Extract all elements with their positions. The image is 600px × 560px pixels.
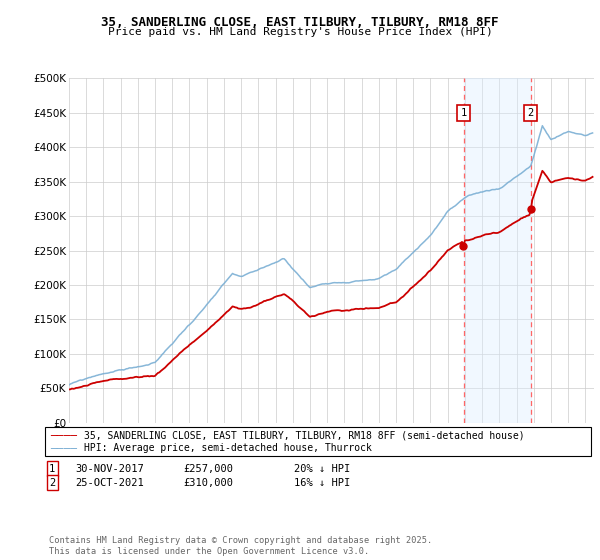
Text: £310,000: £310,000 bbox=[183, 478, 233, 488]
Text: 20% ↓ HPI: 20% ↓ HPI bbox=[294, 464, 350, 474]
Text: 1: 1 bbox=[460, 108, 467, 118]
Bar bbox=[464, 78, 530, 423]
Text: 2: 2 bbox=[527, 108, 534, 118]
Text: HPI: Average price, semi-detached house, Thurrock: HPI: Average price, semi-detached house,… bbox=[84, 444, 372, 453]
Text: Contains HM Land Registry data © Crown copyright and database right 2025.
This d: Contains HM Land Registry data © Crown c… bbox=[49, 536, 433, 556]
Text: 1: 1 bbox=[49, 464, 55, 474]
Text: 2: 2 bbox=[49, 478, 55, 488]
Text: Price paid vs. HM Land Registry's House Price Index (HPI): Price paid vs. HM Land Registry's House … bbox=[107, 27, 493, 37]
Text: ────: ──── bbox=[50, 444, 77, 453]
Text: 25-OCT-2021: 25-OCT-2021 bbox=[75, 478, 144, 488]
Text: 35, SANDERLING CLOSE, EAST TILBURY, TILBURY, RM18 8FF (semi-detached house): 35, SANDERLING CLOSE, EAST TILBURY, TILB… bbox=[84, 431, 524, 440]
Text: 30-NOV-2017: 30-NOV-2017 bbox=[75, 464, 144, 474]
Text: ────: ──── bbox=[50, 431, 77, 440]
Text: 16% ↓ HPI: 16% ↓ HPI bbox=[294, 478, 350, 488]
Text: £257,000: £257,000 bbox=[183, 464, 233, 474]
Text: 35, SANDERLING CLOSE, EAST TILBURY, TILBURY, RM18 8FF: 35, SANDERLING CLOSE, EAST TILBURY, TILB… bbox=[101, 16, 499, 29]
